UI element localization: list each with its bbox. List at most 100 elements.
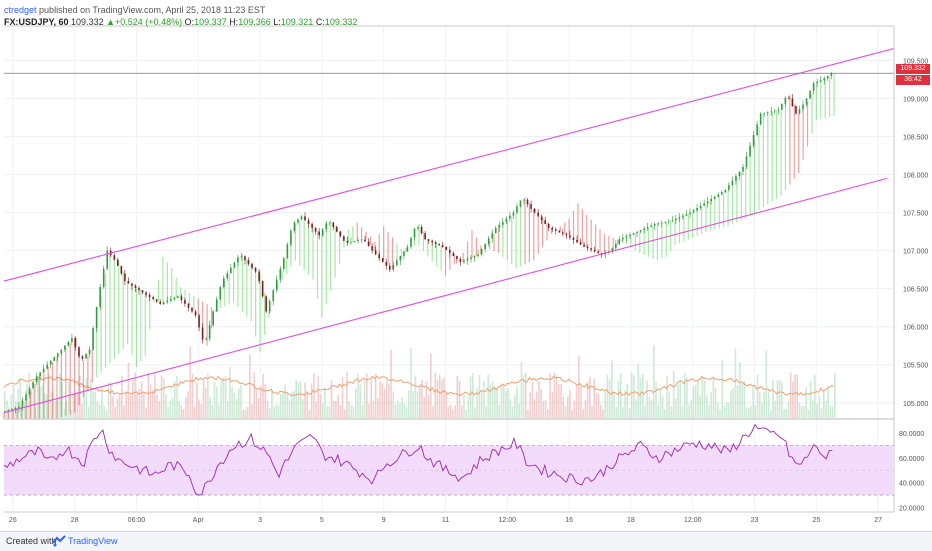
volume-bar	[173, 381, 176, 418]
volume-bar	[434, 372, 437, 418]
candle-body	[240, 256, 243, 258]
candle-body	[812, 83, 815, 91]
volume-bar	[191, 374, 194, 418]
candle-body	[449, 249, 451, 253]
candle-body	[117, 259, 119, 266]
channel-upper-line[interactable]	[3, 48, 895, 282]
volume-bar	[686, 377, 688, 418]
volume-bar	[61, 381, 63, 418]
volume-bar	[385, 381, 388, 418]
volume-bar	[165, 394, 167, 418]
volume-bar	[432, 406, 434, 418]
volume-bar	[79, 375, 81, 418]
volume-bar	[348, 401, 350, 418]
tradingview-brand-link[interactable]: TradingView	[68, 536, 118, 546]
volume-bar	[518, 403, 520, 418]
time-tick-label: 06:00	[128, 517, 146, 524]
volume-bar	[781, 381, 783, 418]
symbol-label[interactable]: FX:USDJPY, 60	[4, 17, 69, 27]
chart-canvas[interactable]: 109.500 109.000 108.500 108.000 107.500 107.0…	[0, 0, 932, 531]
candle-body	[300, 216, 303, 220]
volume-bar	[443, 377, 445, 418]
volume-bar	[237, 388, 240, 418]
candle-body	[21, 400, 24, 407]
volume-bar	[681, 406, 684, 418]
candle-body	[226, 273, 229, 279]
volume-bar	[811, 400, 814, 418]
rsi-pane[interactable]	[3, 423, 894, 496]
volume-bar	[469, 376, 472, 418]
volume-bar	[564, 406, 567, 418]
volume-bar	[789, 372, 792, 418]
volume-bar	[251, 403, 253, 418]
tradingview-logo-icon[interactable]	[52, 535, 66, 547]
candle-body	[713, 196, 716, 199]
candle-body	[187, 303, 190, 308]
volume-bar	[209, 397, 211, 418]
volume-bar	[814, 375, 816, 418]
volume-bar	[560, 384, 562, 418]
volume-bar	[529, 392, 531, 418]
price-axis[interactable]: 109.500 109.000 108.500 108.000 107.500 107.0…	[903, 58, 928, 407]
candle-body	[802, 104, 804, 110]
volume-bar	[580, 386, 582, 418]
volume-bar	[650, 400, 653, 418]
candle-body	[332, 222, 335, 228]
candle-body	[735, 176, 737, 181]
volume-bar	[566, 396, 569, 418]
candle-body	[371, 246, 373, 251]
price-pane[interactable]	[3, 26, 895, 511]
volume-bar	[465, 409, 467, 418]
volume-bar	[54, 401, 57, 418]
volume-bar	[677, 384, 679, 418]
author-link[interactable]: ctredget	[4, 5, 37, 15]
candle-body	[505, 218, 508, 222]
candle-body	[71, 338, 73, 342]
volume-bar	[624, 390, 626, 418]
volume-bar	[792, 381, 794, 418]
volume-bar	[154, 373, 156, 418]
candle-body	[314, 227, 317, 232]
volume-bar	[743, 380, 746, 418]
candle-body	[215, 299, 218, 312]
candle-body	[28, 388, 31, 395]
channel-lower-line[interactable]	[3, 177, 888, 414]
volume-bar	[456, 375, 459, 418]
candle-body	[682, 215, 684, 218]
legend-line: FX:USDJPY, 60 109.332 ▲+0.524 (+0.48%) O…	[4, 16, 357, 28]
volume-bar	[317, 375, 320, 418]
price-tick-label: 108.000	[903, 173, 928, 180]
candle-body	[173, 297, 176, 300]
volume-bar	[758, 391, 761, 418]
volume-bar	[282, 392, 284, 418]
close-value: 109.332	[324, 17, 358, 27]
candle-body	[184, 300, 186, 304]
volume-bar	[467, 396, 470, 418]
candle-body	[678, 217, 681, 219]
volume-bar	[690, 400, 693, 418]
rsi-axis[interactable]: 80.0000 60.0000 40.0000 20.0000	[899, 431, 924, 513]
candle-body	[385, 262, 388, 266]
volume-bar	[253, 372, 256, 418]
time-axis[interactable]: 26 28 06:00 Apr 3 5 9 11 12:00 16 18 12:00 23 25 27	[9, 517, 882, 524]
candle-body	[724, 189, 727, 193]
candle-body	[720, 192, 723, 195]
candle-body	[781, 103, 783, 110]
volume-bar	[750, 405, 752, 418]
candle-body	[441, 245, 444, 247]
volume-bar	[796, 374, 799, 418]
candle-body	[516, 206, 518, 213]
volume-bar	[363, 381, 366, 418]
volume-bar	[438, 375, 441, 418]
candle-body	[283, 258, 285, 269]
candle-body	[816, 81, 818, 84]
volume-bar	[741, 383, 743, 418]
candle-body	[244, 256, 246, 261]
volume-bar	[354, 388, 357, 418]
candle-body	[381, 258, 384, 263]
candle-body	[639, 230, 642, 232]
volume-bar	[176, 375, 178, 418]
candle-body	[756, 124, 758, 135]
candle-body	[558, 230, 561, 233]
price-tick-label: 106.500	[903, 287, 928, 294]
